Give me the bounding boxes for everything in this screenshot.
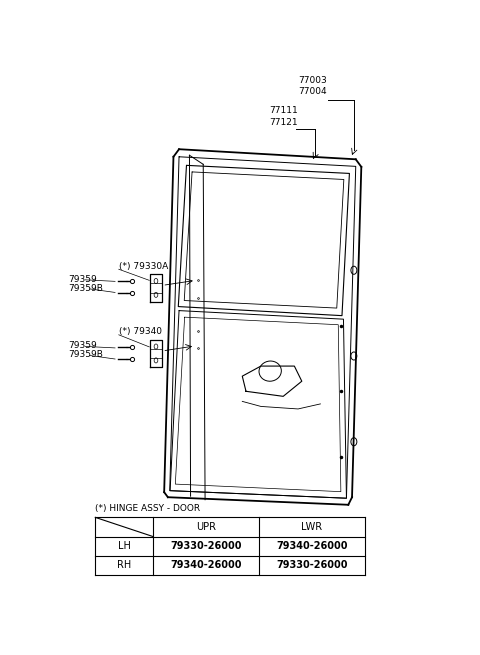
Text: 79330-26000: 79330-26000	[170, 541, 242, 551]
Text: RH: RH	[117, 560, 132, 571]
Text: 79359: 79359	[68, 275, 97, 284]
Text: 79340-26000: 79340-26000	[170, 560, 242, 571]
Text: 79359B: 79359B	[68, 284, 103, 293]
Text: LH: LH	[118, 541, 131, 551]
Text: 77111
77121: 77111 77121	[269, 106, 298, 126]
Text: 77003
77004: 77003 77004	[299, 76, 327, 96]
Text: 79340-26000: 79340-26000	[276, 541, 348, 551]
Text: 79359B: 79359B	[68, 350, 103, 360]
Text: UPR: UPR	[196, 522, 216, 532]
Text: 79330-26000: 79330-26000	[276, 560, 348, 571]
Text: (*) 79340: (*) 79340	[119, 328, 162, 336]
Text: 79359: 79359	[68, 341, 97, 350]
Text: LWR: LWR	[301, 522, 323, 532]
Text: (*) HINGE ASSY - DOOR: (*) HINGE ASSY - DOOR	[96, 504, 201, 513]
Text: (*) 79330A: (*) 79330A	[119, 262, 168, 271]
